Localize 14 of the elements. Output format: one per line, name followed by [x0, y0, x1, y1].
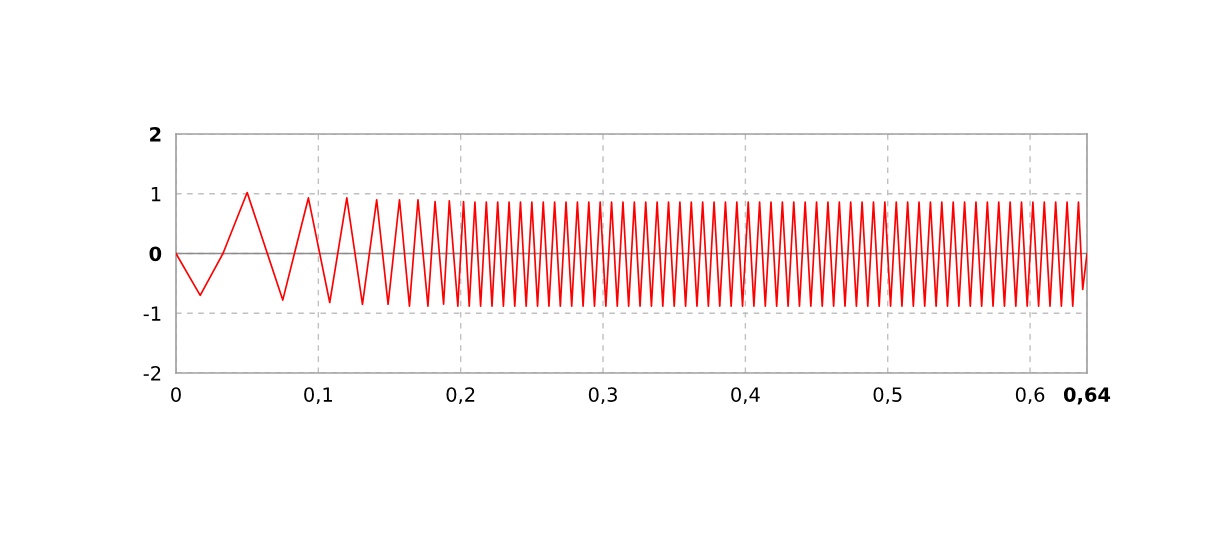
y-tick-label: -2	[143, 365, 161, 381]
y-tick-label: -1	[143, 306, 161, 321]
x-tick-label: 0,1	[304, 387, 333, 404]
x-tick-label: 0,5	[873, 387, 902, 404]
y-tick-label: 2	[150, 126, 161, 142]
x-tick-label: 0,6	[1015, 387, 1045, 404]
x-tick-label: 0,3	[588, 387, 617, 404]
x-tick-label: 0	[171, 387, 181, 402]
y-tick-label: 0	[149, 246, 162, 262]
x-tick-label: 0,64	[1063, 387, 1111, 405]
x-tick-label: 0,4	[731, 387, 760, 404]
line-series	[176, 191, 1087, 307]
x-tick-label: 0,2	[446, 387, 475, 404]
y-tick-label: 1	[151, 186, 161, 202]
